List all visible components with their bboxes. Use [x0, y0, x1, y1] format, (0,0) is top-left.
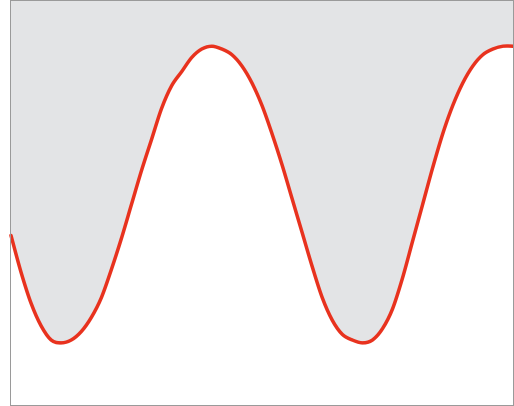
plot-area — [9, 1, 514, 345]
area-above-curve — [11, 1, 513, 343]
series-line — [9, 44, 514, 345]
